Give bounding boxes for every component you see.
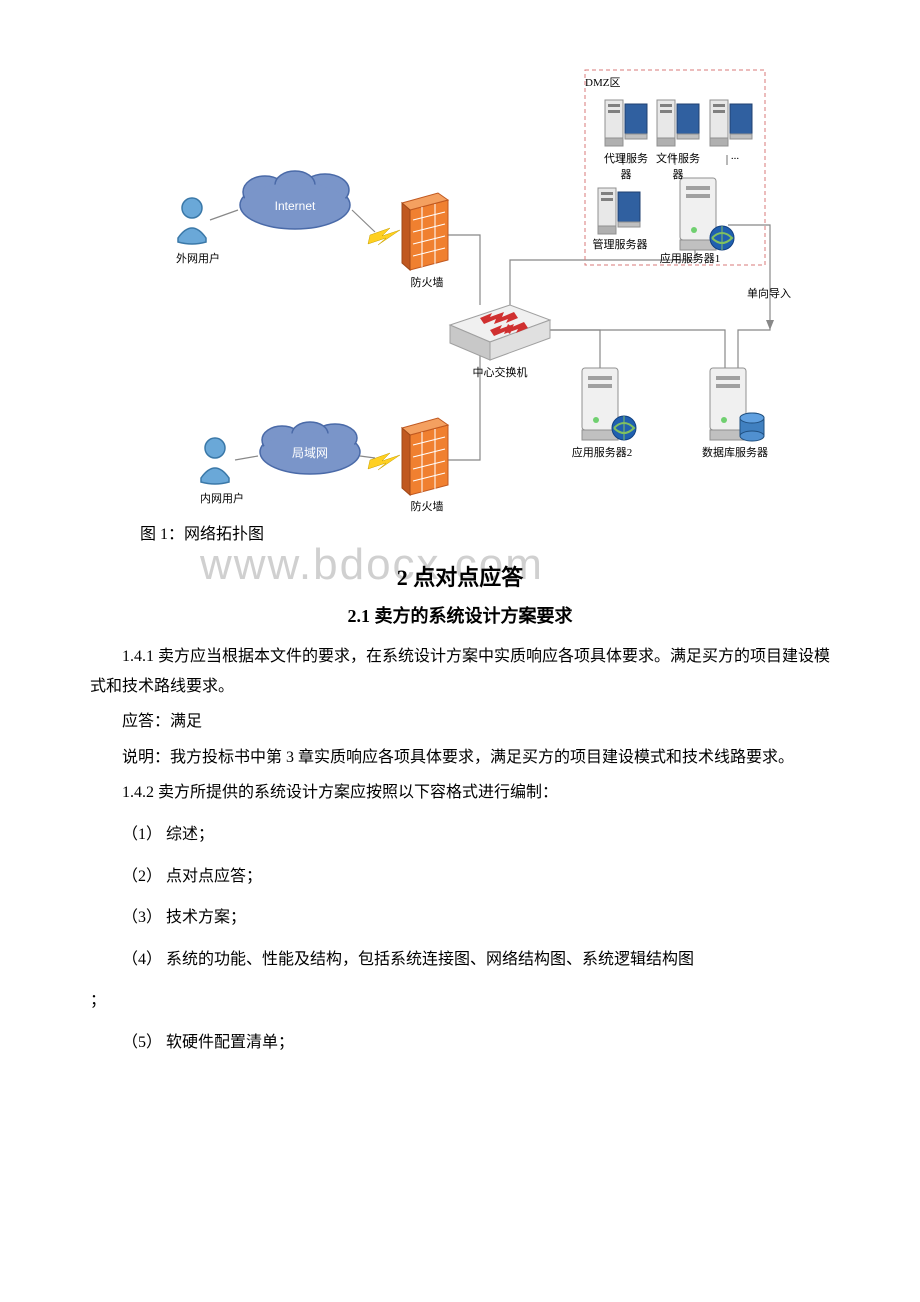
switch-label: 中心交换机 (460, 364, 540, 380)
paragraph-141: 1.4.1 卖方应当根据本文件的要求，在系统设计方案中实质响应各项具体要求。满足… (90, 642, 830, 701)
ext-user-icon (178, 198, 206, 244)
list-item-5: （5） 软硬件配置清单； (122, 1028, 830, 1058)
app1-label: 应用服务器1 (650, 250, 730, 266)
paragraph-142: 1.4.2 卖方所提供的系统设计方案应按照以下容格式进行编制： (90, 778, 830, 808)
dots-server-icon (710, 100, 752, 146)
heading-1: 2 点对点应答 (90, 560, 830, 592)
diagram-svg: Internet 局域网 (130, 60, 790, 500)
dmz-label: DMZ区 (585, 74, 635, 90)
file-server-label: 文件服务器 (652, 150, 704, 182)
proxy-server-label: 代理服务器 (600, 150, 652, 182)
answer-line: 应答：满足 (90, 707, 830, 737)
ext-user-label: 外网用户 (168, 250, 228, 266)
mgmt-server-icon (598, 188, 640, 234)
list-item-4-tail: ； (90, 986, 830, 1016)
svg-text:Internet: Internet (275, 199, 316, 213)
proxy-server-icon (605, 100, 647, 146)
list-item-4: （4） 系统的功能、性能及结构，包括系统连接图、网络结构图、系统逻辑结构图 (122, 945, 830, 975)
list-item-1: （1） 综述； (122, 820, 830, 850)
firewall-1-label: 防火墙 (402, 274, 452, 290)
db-label: 数据库服务器 (690, 444, 780, 460)
int-user-label: 内网用户 (192, 490, 252, 506)
list-item-2: （2） 点对点应答； (122, 862, 830, 892)
app-server-2-icon (582, 368, 636, 440)
svg-text:局域网: 局域网 (292, 446, 328, 460)
switch-icon (450, 305, 550, 360)
mgmt-server-label: 管理服务器 (590, 236, 650, 252)
app-server-1-icon (680, 178, 734, 250)
network-topology-diagram: Internet 局域网 (130, 60, 790, 500)
list-item-3: （3） 技术方案； (122, 903, 830, 933)
oneway-label: 单向导入 (744, 285, 794, 301)
db-server-icon (710, 368, 764, 441)
int-user-icon (201, 438, 229, 484)
firewall-1-icon (402, 193, 448, 270)
firewall-2-icon (402, 418, 448, 495)
app2-label: 应用服务器2 (562, 444, 642, 460)
firewall-2-label: 防火墙 (402, 498, 452, 514)
explain-line: 说明：我方投标书中第 3 章实质响应各项具体要求，满足买方的项目建设模式和技术线… (90, 743, 830, 773)
dots-label: ... (720, 150, 750, 162)
file-server-icon (657, 100, 699, 146)
heading-2: 2.1 卖方的系统设计方案要求 (90, 602, 830, 628)
